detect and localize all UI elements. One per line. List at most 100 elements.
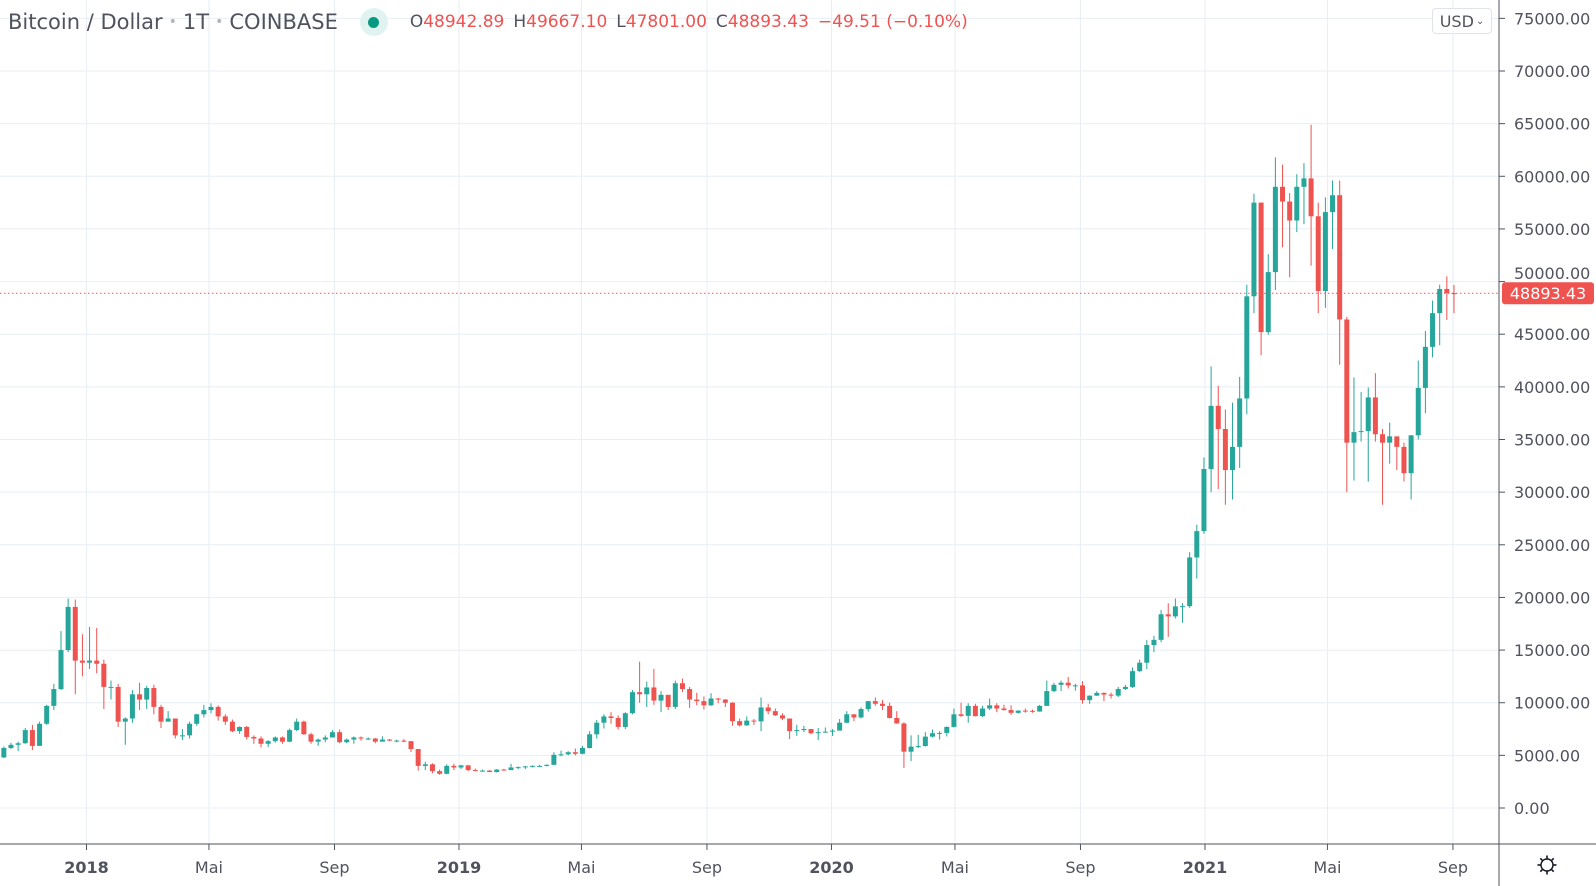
candle-body (72, 606, 78, 661)
y-tick-label: 25000.00 (1514, 536, 1590, 555)
candle-body (429, 764, 435, 772)
candle-body (665, 694, 671, 707)
candle-body (615, 717, 621, 727)
candle-body (1380, 434, 1386, 443)
candle-body (229, 721, 235, 732)
candle-body (601, 716, 607, 723)
candle-body (172, 718, 178, 736)
y-tick-label: 45000.00 (1514, 325, 1590, 344)
candle-body (729, 702, 735, 722)
candle-body (1315, 216, 1321, 292)
candle-body (137, 694, 143, 700)
candle-body (622, 713, 628, 727)
candle-body (1194, 531, 1200, 558)
candle-body (372, 738, 378, 742)
candle-body (887, 705, 893, 718)
candle-body (422, 764, 428, 766)
candle-body (1337, 195, 1343, 320)
candle-body (972, 705, 978, 717)
candle-body (1094, 692, 1100, 696)
interval-label[interactable]: 1T (182, 10, 210, 34)
currency-button[interactable]: USD ⌄ (1432, 8, 1492, 34)
candle-body (179, 735, 185, 737)
candle-body (537, 765, 543, 767)
candle-body (1065, 682, 1071, 686)
candle-body (479, 770, 485, 772)
candle-body (787, 718, 793, 732)
candle-body (222, 716, 228, 722)
candle-body (779, 715, 785, 719)
candle-body (465, 765, 471, 771)
y-tick-label: 70000.00 (1514, 62, 1590, 81)
candle-body (1137, 662, 1143, 672)
candle-body (908, 746, 914, 752)
candle-body (337, 732, 343, 743)
candle-body (915, 746, 921, 748)
y-tick-label: 30000.00 (1514, 483, 1590, 502)
candle-body (444, 765, 450, 774)
candle-body (937, 732, 943, 734)
candle-body (1158, 614, 1164, 640)
candle-body (287, 730, 293, 742)
high-value: H49667.10 (513, 12, 608, 32)
candle-body (522, 766, 528, 768)
candle-body (1122, 686, 1128, 690)
candle-body (1172, 606, 1178, 617)
candle-body (765, 707, 771, 712)
candle-body (265, 741, 271, 744)
candle-body (1072, 685, 1078, 687)
x-tick-label: Mai (195, 858, 223, 877)
candle-body (722, 699, 728, 703)
candle-body (1272, 186, 1278, 273)
candle-body (87, 660, 93, 663)
close-value: C48893.43 (715, 12, 809, 32)
candle-body (1444, 288, 1450, 294)
y-tick-label: 15000.00 (1514, 641, 1590, 660)
candle-body (629, 692, 635, 714)
low-value: L47801.00 (616, 12, 707, 32)
candle-body (858, 709, 864, 718)
x-tick-label: Mai (1313, 858, 1341, 877)
x-tick-label: 2019 (437, 858, 482, 877)
candle-body (194, 714, 200, 724)
candle-body (944, 726, 950, 733)
candle-body (951, 714, 957, 727)
candle-body (829, 730, 835, 732)
candle-body (822, 731, 828, 733)
candle-body (808, 729, 814, 734)
candle-body (1087, 695, 1093, 701)
candle-body (322, 737, 328, 740)
candle-body (958, 714, 964, 716)
candle-body (94, 660, 100, 664)
x-tick-label: 2020 (809, 858, 854, 877)
candle-body (851, 714, 857, 718)
candle-body (701, 701, 707, 706)
candle-body (1208, 405, 1214, 469)
candle-body (37, 723, 43, 746)
candle-body (658, 694, 664, 701)
symbol-name[interactable]: Bitcoin / Dollar (8, 10, 163, 34)
candle-body (901, 723, 907, 752)
y-tick-label: 20000.00 (1514, 588, 1590, 607)
candle-body (1372, 397, 1378, 435)
market-status-icon[interactable] (359, 8, 388, 36)
candle-body (1030, 710, 1036, 712)
candle-body (22, 730, 28, 744)
candle-body (294, 721, 300, 731)
candle-body (472, 770, 478, 772)
candle-body (758, 707, 764, 722)
candle-body (258, 738, 264, 744)
candle-body (344, 739, 350, 743)
candle-body (794, 730, 800, 732)
grid (0, 0, 1499, 844)
exchange-label: COINBASE (229, 10, 338, 34)
gear-icon[interactable] (1536, 854, 1558, 876)
x-tick-label: Sep (692, 858, 722, 877)
chevron-down-icon: ⌄ (1475, 15, 1485, 27)
candle-body (1080, 685, 1086, 701)
open-value: O48942.89 (409, 12, 505, 32)
candle-body (1351, 432, 1357, 443)
candle-body (1022, 710, 1028, 712)
candle-body (587, 734, 593, 748)
